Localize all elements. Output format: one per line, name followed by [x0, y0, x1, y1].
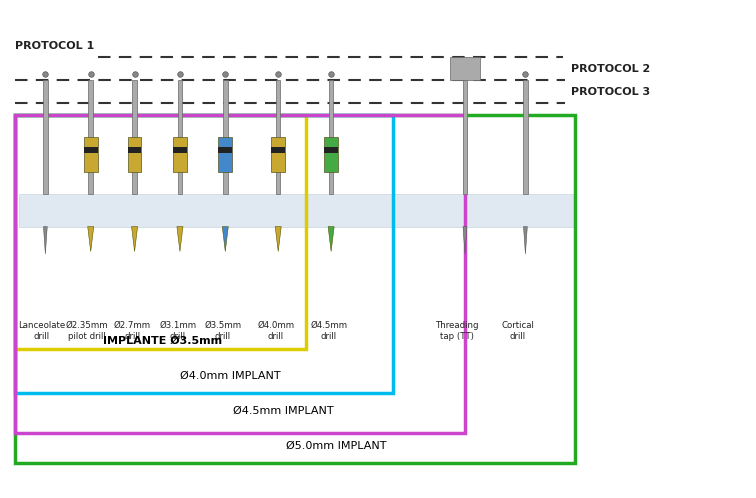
Bar [329, 80, 333, 194]
Bar [218, 137, 232, 172]
Bar [128, 137, 141, 172]
Bar [43, 80, 48, 194]
Text: Cortical
drill: Cortical drill [501, 321, 534, 341]
Text: Ø3.1mm
drill: Ø3.1mm drill [159, 321, 197, 341]
Bar [15, 115, 306, 349]
Bar [84, 147, 98, 152]
Polygon shape [275, 227, 281, 251]
Polygon shape [328, 227, 334, 251]
Text: PROTOCOL 3: PROTOCOL 3 [571, 87, 650, 97]
Bar [128, 147, 141, 152]
Bar [15, 115, 393, 393]
Bar [173, 137, 187, 172]
Polygon shape [523, 227, 527, 254]
Polygon shape [177, 227, 183, 251]
Bar [132, 80, 137, 194]
Bar [271, 147, 285, 152]
Bar [276, 80, 280, 194]
Polygon shape [88, 227, 94, 251]
Text: Ø2.35mm
pilot drill: Ø2.35mm pilot drill [66, 321, 108, 341]
Polygon shape [463, 227, 466, 254]
Text: IMPLANTE Ø3.5mm: IMPLANTE Ø3.5mm [103, 336, 222, 346]
Bar [15, 115, 465, 433]
Bar [324, 147, 338, 152]
Text: Threading
tap (TT): Threading tap (TT) [435, 321, 479, 341]
Text: PROTOCOL 1: PROTOCOL 1 [15, 41, 94, 51]
Text: Ø4.5mm IMPLANT: Ø4.5mm IMPLANT [233, 406, 334, 416]
Polygon shape [222, 227, 228, 251]
Bar [173, 147, 187, 152]
Text: Ø3.5mm
drill: Ø3.5mm drill [204, 321, 242, 341]
Bar [15, 115, 575, 463]
Text: Ø5.0mm IMPLANT: Ø5.0mm IMPLANT [287, 441, 386, 451]
Bar [463, 80, 467, 194]
Text: Ø4.0mm IMPLANT: Ø4.0mm IMPLANT [180, 371, 281, 381]
Polygon shape [43, 227, 47, 254]
Bar [523, 80, 528, 194]
Text: Ø2.7mm
drill: Ø2.7mm drill [113, 321, 151, 341]
Polygon shape [132, 227, 138, 251]
Text: PROTOCOL 2: PROTOCOL 2 [571, 64, 650, 74]
Text: Lanceolate
drill: Lanceolate drill [18, 321, 65, 341]
Bar [84, 137, 98, 172]
Bar [271, 137, 285, 172]
Bar [324, 137, 338, 172]
Bar [19, 194, 575, 227]
Bar [223, 80, 228, 194]
Bar [450, 57, 480, 80]
Text: Ø4.5mm
drill: Ø4.5mm drill [310, 321, 348, 341]
Bar [178, 80, 182, 194]
Bar [218, 147, 232, 152]
Text: Ø4.0mm
drill: Ø4.0mm drill [257, 321, 295, 341]
Bar [88, 80, 93, 194]
